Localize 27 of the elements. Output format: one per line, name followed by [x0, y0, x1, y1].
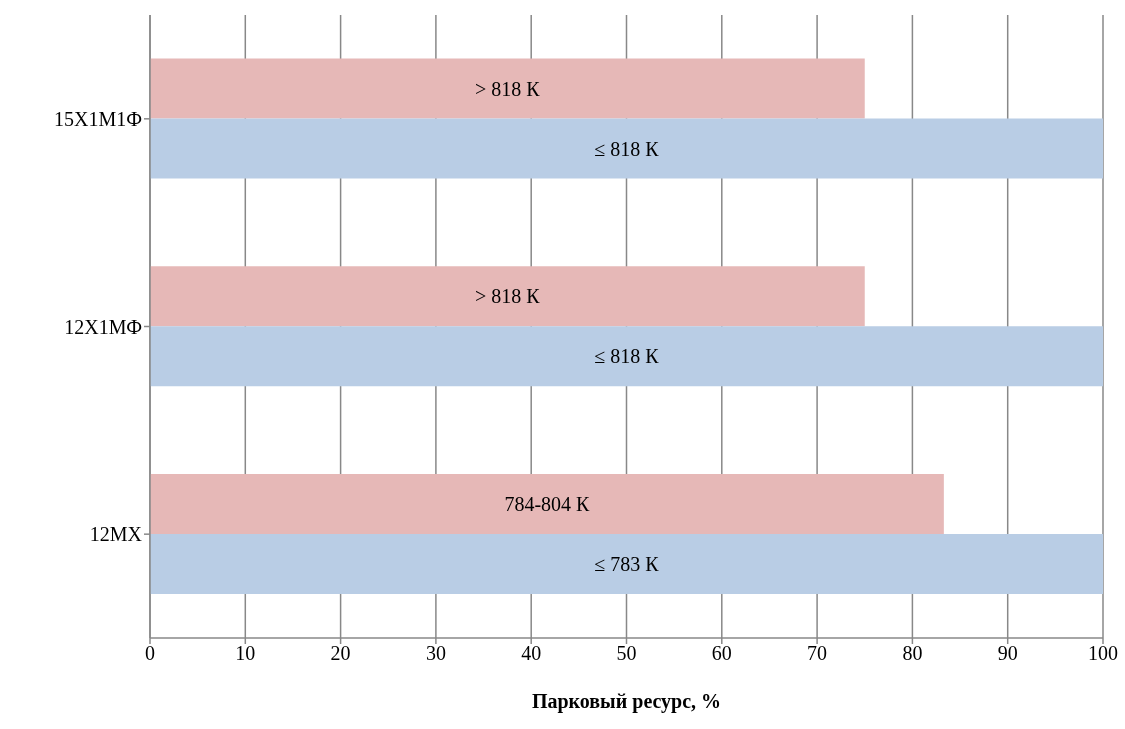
- data-label: ≤ 818 К: [594, 345, 660, 368]
- y-tick-label: 15Х1М1Ф: [53, 107, 142, 130]
- data-label: > 818 К: [475, 77, 541, 100]
- data-label: 784-804 К: [504, 493, 591, 516]
- bar: [150, 118, 1103, 179]
- x-tick-label: 100: [1088, 642, 1118, 665]
- x-tick-label: 90: [997, 642, 1018, 665]
- y-tick-label: 12Х1МФ: [64, 315, 142, 338]
- bar: [150, 473, 944, 534]
- x-tick-label: 80: [902, 642, 923, 665]
- x-tick-label: 10: [235, 642, 256, 665]
- x-tick-label: 70: [807, 642, 828, 665]
- x-tick-label: 0: [145, 642, 155, 665]
- bar: [150, 326, 1103, 387]
- bar: [150, 533, 1103, 594]
- bar: [150, 266, 865, 327]
- data-label: > 818 К: [475, 285, 541, 308]
- bar: [150, 58, 865, 119]
- data-label: ≤ 818 К: [594, 137, 660, 160]
- x-tick-label: 20: [330, 642, 351, 665]
- x-tick-label: 60: [711, 642, 732, 665]
- x-axis-title: Парковый ресурс, %: [531, 690, 722, 713]
- x-tick-label: 40: [521, 642, 542, 665]
- y-tick-label: 12МХ: [89, 523, 143, 546]
- x-tick-label: 50: [616, 642, 637, 665]
- x-tick-label: 30: [425, 642, 446, 665]
- data-label: ≤ 783 К: [594, 553, 660, 576]
